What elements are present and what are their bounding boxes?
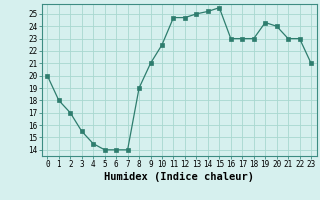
X-axis label: Humidex (Indice chaleur): Humidex (Indice chaleur) [104, 172, 254, 182]
